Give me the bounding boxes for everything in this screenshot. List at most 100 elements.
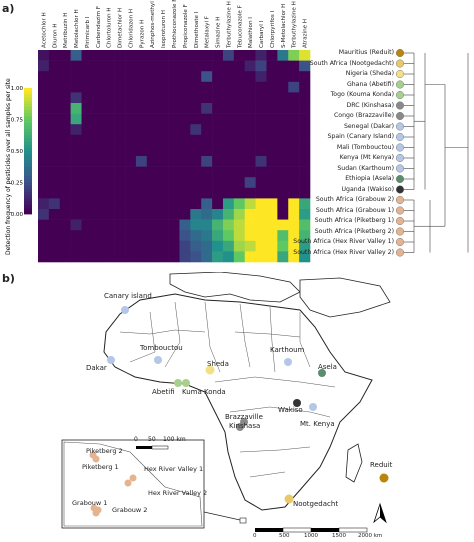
column-label: Pyrazon H — [139, 20, 145, 48]
heatmap-cell — [266, 166, 278, 178]
marker-nootgedacht[interactable] — [284, 494, 294, 504]
heatmap-cell — [38, 113, 50, 125]
colorbar-segment — [24, 144, 32, 149]
site-marker — [396, 111, 405, 120]
heatmap-cell — [48, 60, 61, 72]
map-site-markers — [107, 306, 389, 504]
colorbar-tick: 0.50 — [11, 149, 24, 155]
map-label-karthoum: Karthoum — [270, 346, 305, 354]
heatmap-cell — [201, 134, 213, 146]
column-label: Tebuconazole F — [237, 5, 243, 49]
column-label: Metribuzin H — [63, 13, 69, 48]
heatmap-cell — [125, 251, 137, 263]
heatmap-cell — [70, 71, 82, 83]
heatmap-cell — [244, 103, 256, 114]
site-markers — [396, 49, 405, 257]
main-scale-500: 500 — [279, 533, 290, 539]
site-label: Togo (Kouma Konda) — [330, 91, 394, 98]
heatmap-cell — [190, 124, 202, 136]
marker-kinshasa[interactable] — [236, 423, 244, 431]
inset-locator — [239, 517, 247, 524]
heatmap-cell — [146, 81, 158, 93]
heatmap-cell — [222, 113, 235, 125]
colorbar-segment — [24, 179, 32, 183]
heatmap-cell — [48, 145, 61, 157]
heatmap-cell — [299, 103, 311, 114]
site-label: Sudan (Karthoum) — [337, 164, 394, 172]
colorbar-segment — [24, 97, 32, 101]
heatmap-cell — [157, 103, 169, 114]
heatmap-cell — [222, 230, 235, 242]
heatmap-cell — [146, 251, 158, 263]
colorbar-tick: 0.00 — [11, 212, 24, 218]
heatmap-cell — [288, 134, 300, 146]
europe-landmass — [169, 272, 301, 303]
marker-canary[interactable] — [121, 306, 129, 314]
heatmap-cell — [92, 113, 104, 125]
heatmap-cell — [146, 60, 158, 72]
heatmap-cell — [168, 60, 180, 72]
heatmap-cell — [255, 251, 267, 263]
heatmap-cell — [179, 177, 191, 189]
column-label: Azinphos-methyl I — [150, 0, 156, 48]
site-marker — [396, 174, 405, 183]
heatmap-cell — [179, 50, 191, 61]
heatmap-cell — [157, 71, 169, 83]
heatmap-cell — [135, 198, 148, 210]
heatmap-cell — [266, 71, 278, 83]
colorbar-segment — [24, 173, 32, 177]
marker-kuma[interactable] — [182, 379, 190, 387]
marker-karthoum[interactable] — [284, 358, 292, 366]
heatmap-cell — [114, 219, 126, 231]
map-label-abetifi: Abetifi — [152, 388, 175, 396]
heatmap-cell — [70, 187, 82, 199]
heatmap-cell — [233, 251, 246, 263]
heatmap-cell — [266, 198, 278, 210]
heatmap-cell — [201, 71, 213, 83]
colorbar-segment — [24, 204, 32, 209]
heatmap-cell — [201, 113, 213, 125]
heatmap-cell — [70, 177, 82, 189]
heatmap-cell — [146, 92, 158, 104]
colorbar-segment — [24, 191, 32, 196]
marker-wakiso[interactable] — [293, 399, 301, 407]
heatmap-cell — [168, 166, 180, 178]
heatmap-cell — [114, 145, 126, 157]
column-label: Diuron H — [52, 23, 58, 48]
map-label-nootgedacht: Nootgedacht — [293, 500, 339, 508]
heatmap-cell — [212, 156, 224, 167]
heatmap-cell — [212, 113, 224, 125]
heatmap-cell — [48, 156, 61, 167]
heatmap-cell — [125, 50, 137, 61]
heatmap-cell — [38, 240, 50, 252]
marker-sheda[interactable] — [205, 365, 215, 375]
heatmap-cell — [135, 145, 148, 157]
heatmap-cell — [81, 240, 93, 252]
marker-mtkenya[interactable] — [309, 403, 317, 411]
marker-reduit[interactable] — [379, 473, 389, 483]
map-label-asela: Asela — [318, 363, 337, 371]
marker-dakar[interactable] — [107, 356, 115, 364]
heatmap-cell — [168, 81, 180, 93]
heatmap-cell — [179, 166, 191, 178]
middle-east-landmass — [299, 277, 391, 318]
marker-asela[interactable] — [318, 369, 326, 377]
heatmap-cell — [266, 124, 278, 136]
marker-tombouctou[interactable] — [154, 356, 162, 364]
heatmap-cell — [299, 145, 311, 157]
heatmap-cell — [135, 230, 148, 242]
heatmap-cell — [114, 251, 126, 263]
main-scale-0: 0 — [253, 533, 257, 539]
inset-scale-bar — [136, 445, 169, 450]
heatmap-cell — [277, 230, 289, 242]
heatmap-cell — [222, 251, 235, 263]
marker-abetifi[interactable] — [174, 379, 182, 387]
heatmap-cell — [70, 124, 82, 136]
column-label: Malathion I — [248, 17, 254, 48]
column-label: S-Metolachlor H — [281, 4, 287, 48]
heatmap-cell — [201, 145, 213, 157]
inset-coast — [63, 441, 203, 527]
heatmap-cell — [125, 209, 137, 220]
heatmap-cell — [103, 187, 115, 199]
heatmap-cell — [125, 230, 137, 242]
